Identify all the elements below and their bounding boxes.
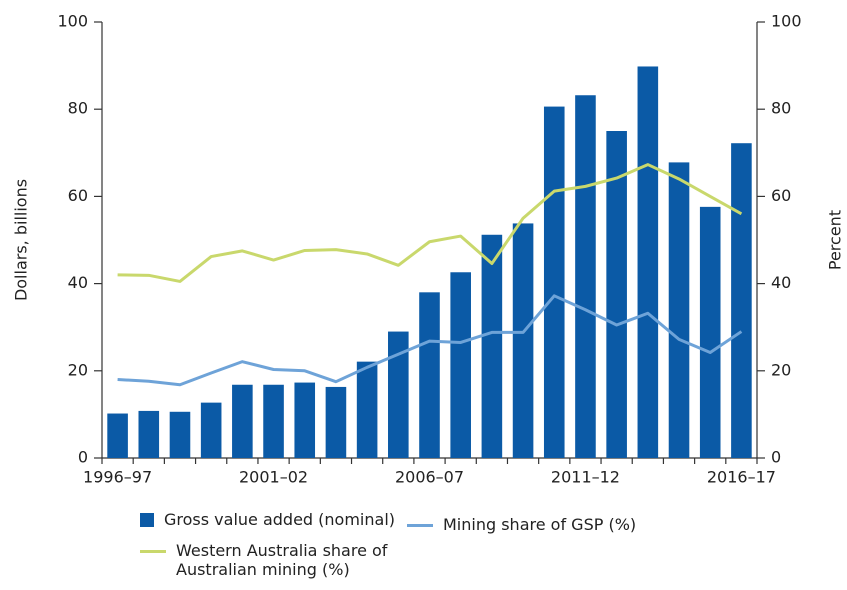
x-tick-label: 2006–07 [395, 468, 464, 487]
bar [699, 206, 721, 458]
legend-label: Western Australia share of Australian mi… [176, 541, 388, 579]
y-tick-label: 60 [68, 186, 88, 205]
y2-tick-label: 60 [771, 186, 791, 205]
legend-label: Gross value added (nominal) [164, 510, 395, 529]
bar [169, 411, 191, 458]
bar [543, 106, 565, 459]
x-tick-label: 2016–17 [707, 468, 776, 487]
bar [450, 272, 471, 458]
y-tick-label: 20 [68, 360, 88, 379]
bar [107, 413, 128, 458]
legend-swatch [407, 524, 433, 527]
bar [232, 384, 253, 458]
bar [294, 382, 316, 458]
y2-tick-label: 40 [771, 273, 791, 292]
y-tick-label: 100 [57, 12, 88, 31]
bar [606, 131, 627, 458]
legend-item: Mining share of GSP (%) [407, 515, 636, 534]
y2-tick-label: 100 [771, 12, 802, 31]
x-tick-label: 1996–97 [83, 468, 152, 487]
legend-swatch [140, 550, 166, 553]
y2-tick-label: 80 [771, 99, 791, 118]
legend-label: Mining share of GSP (%) [443, 515, 637, 534]
chart: Dollars, billions Percent 02040608010002… [12, 12, 845, 487]
legend-item: Western Australia share of Australian mi… [140, 541, 436, 579]
x-tick-label: 2011–12 [551, 468, 620, 487]
y-tick-label: 40 [68, 273, 88, 292]
bar [356, 361, 378, 458]
bar [138, 410, 160, 458]
legend-swatch [140, 513, 154, 527]
y2-tick-label: 20 [771, 360, 791, 379]
bar [512, 223, 534, 458]
bar [388, 331, 409, 458]
bar [200, 402, 222, 458]
bar [731, 143, 752, 458]
y-axis-label: Dollars, billions [12, 179, 31, 301]
bar [481, 234, 503, 458]
x-tick-label: 2001–02 [239, 468, 308, 487]
line [117, 163, 743, 283]
bar [419, 292, 440, 458]
line [117, 294, 743, 387]
bar [668, 162, 690, 458]
legend: Gross value added (nominal) Mining share … [140, 510, 780, 583]
legend-item: Gross value added (nominal) [140, 510, 395, 529]
bar [325, 386, 347, 458]
bar [575, 95, 596, 459]
y2-tick-label: 0 [771, 448, 781, 467]
y-tick-label: 0 [78, 448, 88, 467]
bar [263, 384, 284, 458]
y2-axis-label: Percent [826, 210, 845, 270]
y-tick-label: 80 [68, 99, 88, 118]
bar [637, 66, 659, 459]
